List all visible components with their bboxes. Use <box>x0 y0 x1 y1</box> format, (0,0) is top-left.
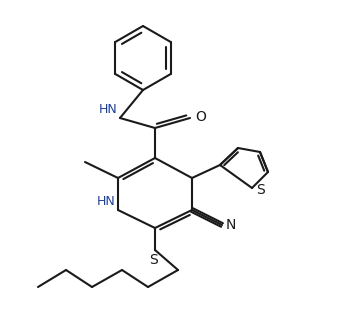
Text: S: S <box>256 183 265 197</box>
Text: O: O <box>195 110 206 124</box>
Text: HN: HN <box>99 103 118 116</box>
Text: S: S <box>150 253 158 267</box>
Text: N: N <box>226 218 236 232</box>
Text: HN: HN <box>97 195 116 208</box>
